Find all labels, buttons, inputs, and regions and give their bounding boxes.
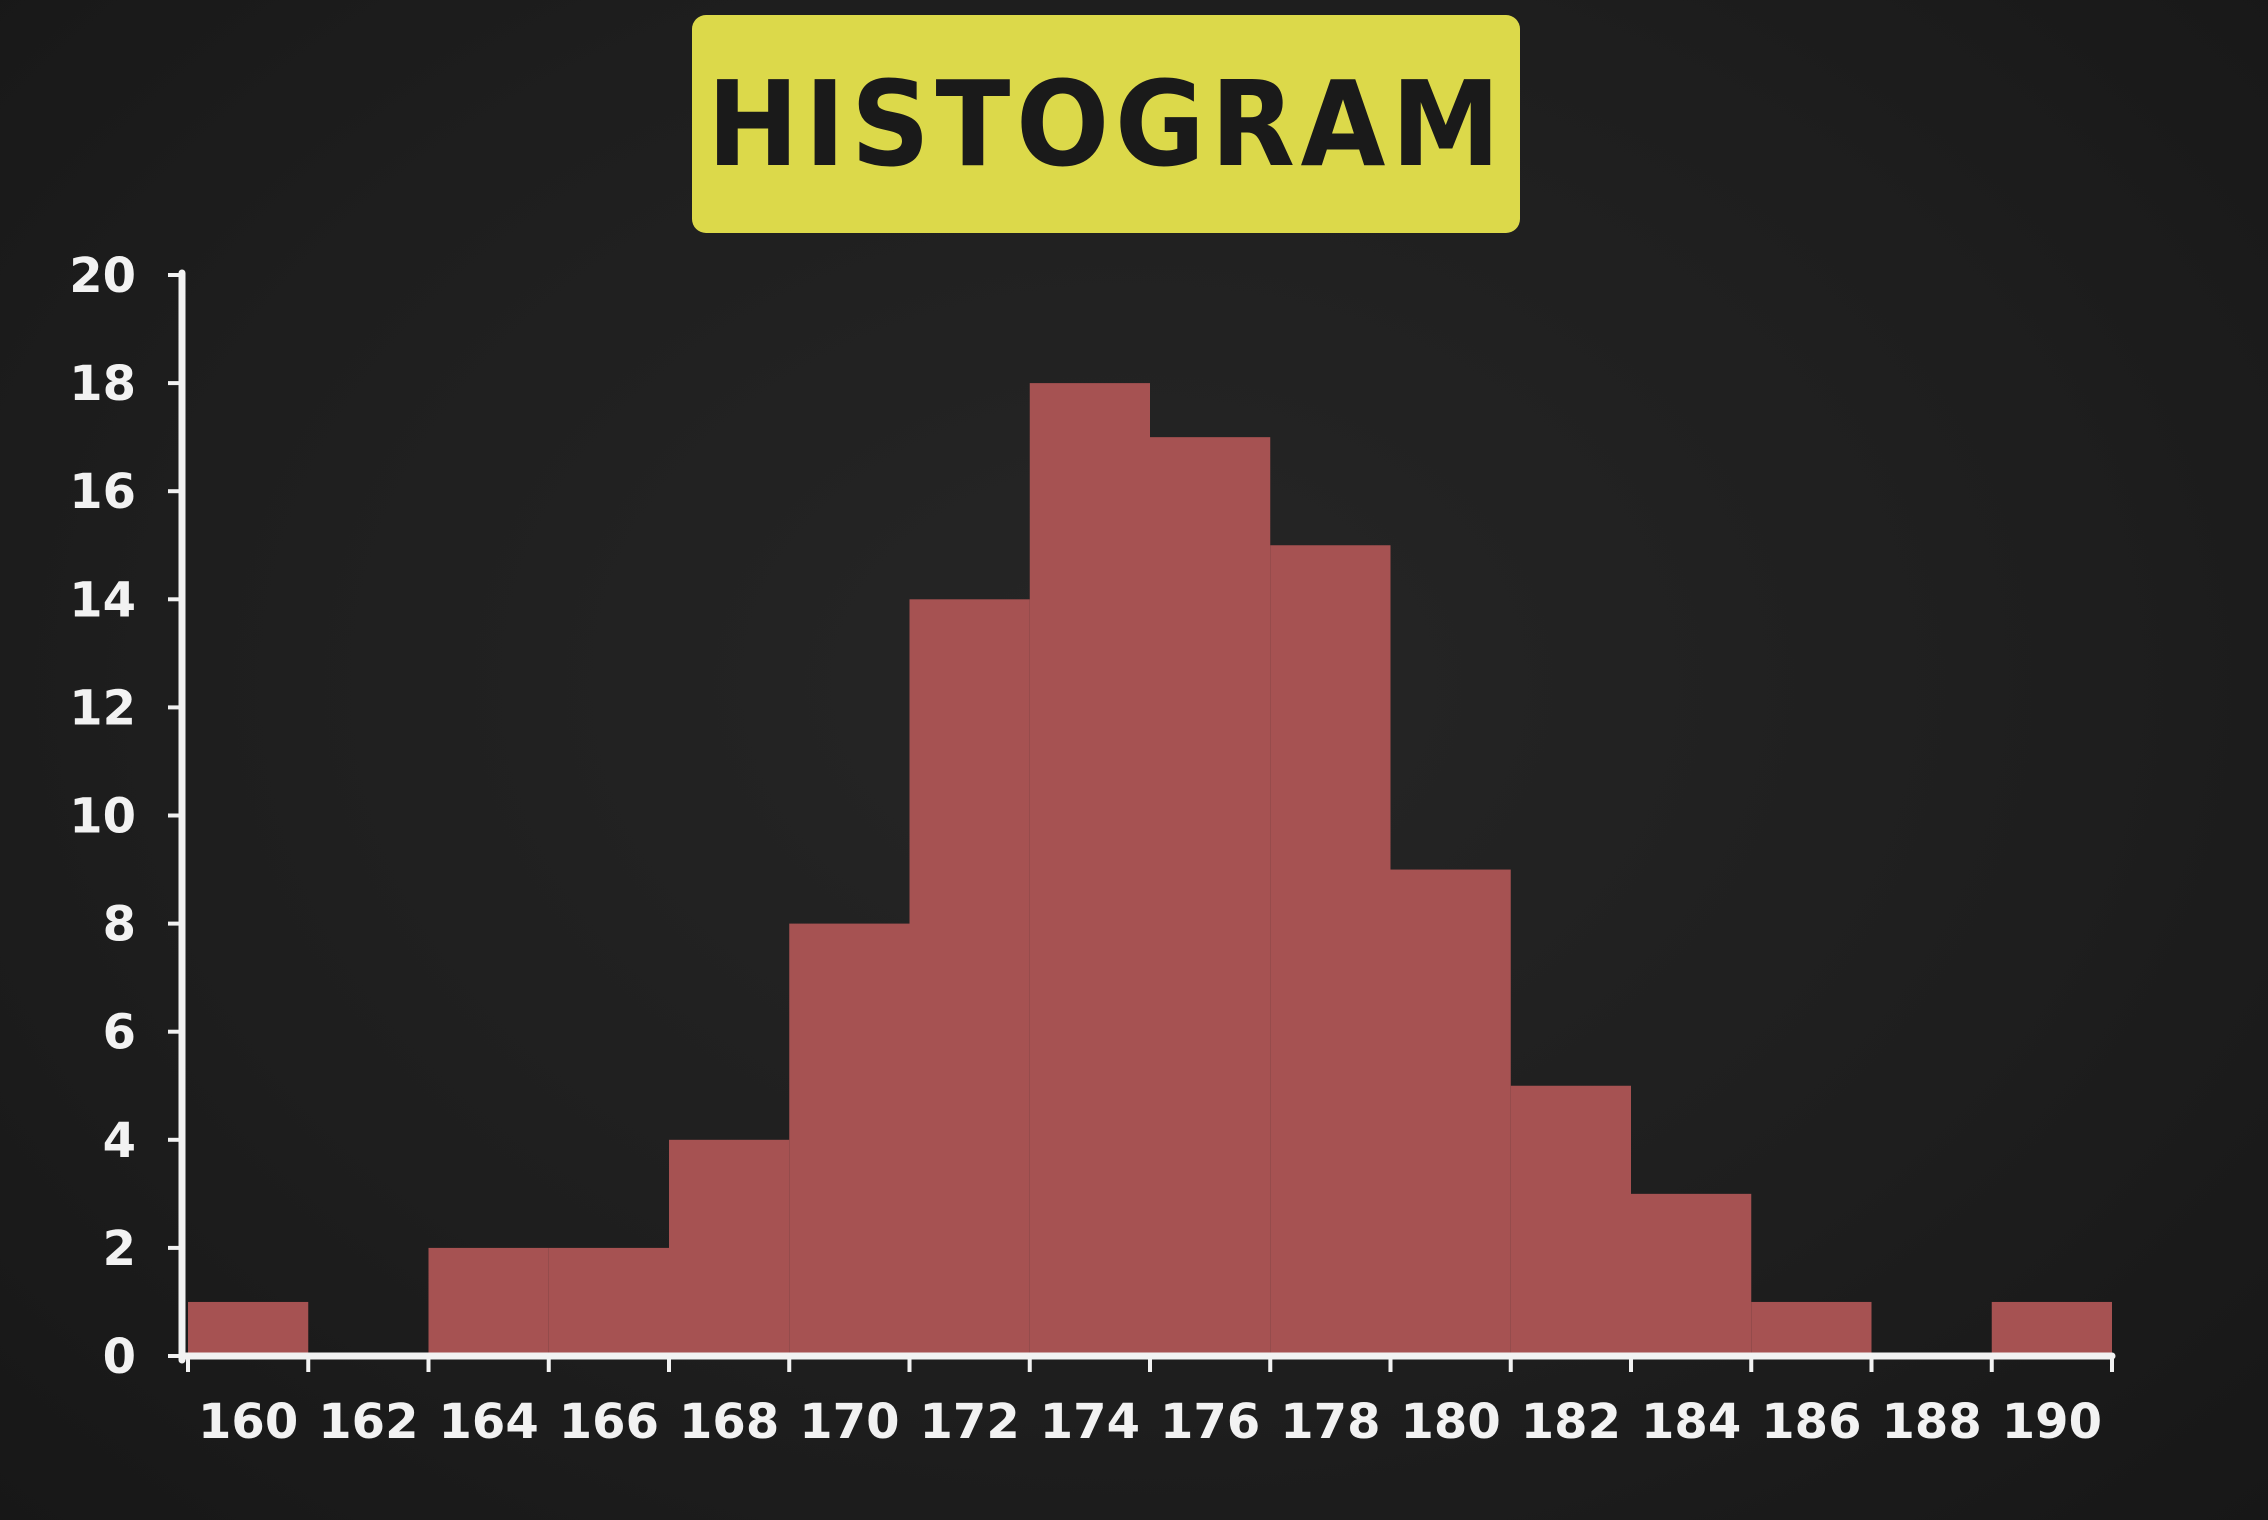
x-tick-label: 162 xyxy=(318,1394,418,1450)
histogram-bar-6 xyxy=(909,599,1030,1356)
x-tick-label: 160 xyxy=(198,1394,298,1450)
x-tick-label: 182 xyxy=(1521,1394,1621,1450)
x-tick-label: 190 xyxy=(2002,1394,2102,1450)
histogram-bar-11 xyxy=(1510,1085,1631,1356)
histogram-bar-4 xyxy=(669,1139,790,1356)
chart-title: HISTOGRAM xyxy=(706,55,1506,193)
x-tick-label: 186 xyxy=(1761,1394,1861,1450)
x-tick-label: 184 xyxy=(1641,1394,1741,1450)
histogram-bar-13 xyxy=(1751,1301,1872,1356)
histogram-bar-5 xyxy=(789,923,910,1356)
x-tick-label: 174 xyxy=(1040,1394,1140,1450)
histogram-bar-0 xyxy=(188,1301,309,1356)
histogram-bar-7 xyxy=(1029,383,1150,1357)
chart-title-box: HISTOGRAM xyxy=(692,15,1520,233)
y-tick-label: 2 xyxy=(103,1221,136,1277)
x-tick-label: 168 xyxy=(679,1394,779,1450)
y-tick-label: 0 xyxy=(103,1329,136,1385)
histogram-bar-3 xyxy=(548,1247,669,1356)
x-tick-label: 180 xyxy=(1401,1394,1501,1450)
y-tick-label: 10 xyxy=(69,789,136,845)
y-tick-label: 6 xyxy=(103,1005,136,1061)
x-tick-label: 188 xyxy=(1882,1394,1982,1450)
x-tick-label: 170 xyxy=(799,1394,899,1450)
y-tick-label: 12 xyxy=(69,680,136,736)
x-tick-label: 176 xyxy=(1160,1394,1260,1450)
y-tick-label: 16 xyxy=(69,464,136,520)
y-tick-label: 4 xyxy=(103,1113,136,1169)
histogram-bar-12 xyxy=(1631,1193,1752,1356)
histogram-bar-8 xyxy=(1150,437,1271,1356)
histogram-bar-9 xyxy=(1270,545,1391,1356)
y-tick-label: 20 xyxy=(69,248,136,304)
y-tick-label: 8 xyxy=(103,897,136,953)
histogram-bar-2 xyxy=(428,1247,549,1356)
y-tick-label: 18 xyxy=(69,356,136,412)
x-tick-label: 172 xyxy=(920,1394,1020,1450)
x-tick-label: 166 xyxy=(559,1394,659,1450)
x-tick-label: 178 xyxy=(1280,1394,1380,1450)
x-tick-label: 164 xyxy=(439,1394,539,1450)
histogram-bar-15 xyxy=(1991,1301,2112,1356)
histogram-bar-10 xyxy=(1390,869,1511,1356)
y-tick-label: 14 xyxy=(69,572,136,628)
